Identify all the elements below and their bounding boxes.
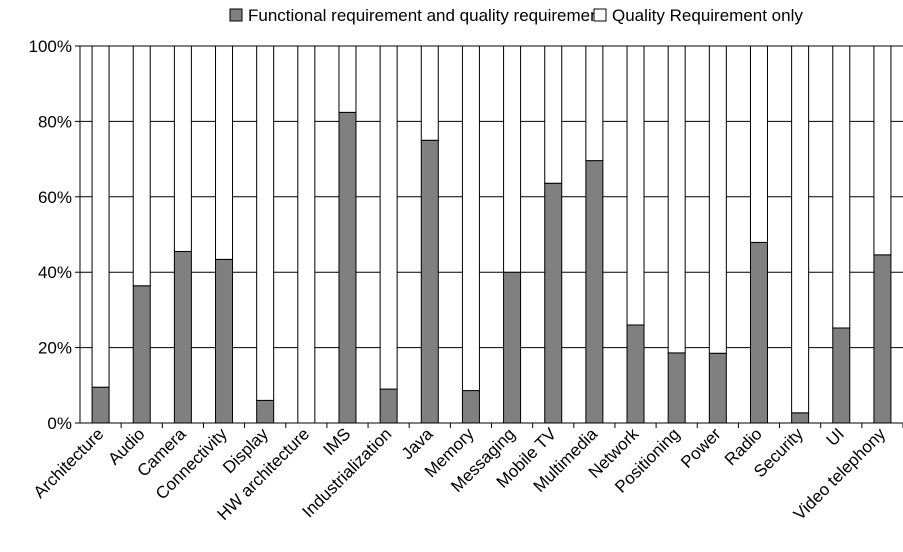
y-tick-label: 80%	[38, 112, 72, 131]
bars	[91, 45, 892, 424]
bar-segment-functional	[873, 254, 892, 424]
y-tick-label: 20%	[38, 339, 72, 358]
bar-segment-quality-only	[667, 45, 686, 354]
bar-segment-quality-only	[297, 45, 316, 424]
legend-swatch-functional	[229, 8, 243, 22]
bar-segment-quality-only	[420, 45, 439, 141]
gridlines	[80, 45, 903, 349]
bar-segment-quality-only	[626, 45, 645, 326]
bar-segment-quality-only	[791, 45, 810, 414]
legend-swatch-quality-only	[593, 8, 607, 22]
bar-segment-quality-only	[379, 45, 398, 390]
bar-segment-quality-only	[256, 45, 275, 401]
bar-segment-functional	[461, 390, 480, 424]
x-tick-label: IMS	[319, 424, 354, 459]
y-tick-label: 40%	[38, 263, 72, 282]
bar-segment-functional	[256, 399, 275, 424]
bar-segment-quality-only	[91, 45, 110, 388]
bar-segment-functional	[173, 250, 192, 424]
legend-label-functional: Functional requirement and quality requi…	[248, 6, 605, 25]
bar-segment-quality-only	[873, 45, 892, 256]
y-tick-label: 60%	[38, 188, 72, 207]
bar-segment-functional	[132, 285, 151, 424]
x-tick-label: UI	[823, 424, 848, 449]
bar-segment-functional	[503, 271, 522, 424]
bar-segment-functional	[832, 327, 851, 424]
y-tick-label: 0%	[47, 414, 72, 433]
bar-segment-functional	[708, 352, 727, 424]
bar-segment-quality-only	[503, 45, 522, 273]
bar-segment-functional	[667, 352, 686, 424]
bar-segment-functional	[420, 139, 439, 424]
y-axis: 0% 20% 40% 60% 80% 100%	[29, 37, 81, 433]
bar-segment-quality-only	[215, 45, 234, 260]
bar-segment-quality-only	[132, 45, 151, 287]
bar-segment-quality-only	[461, 45, 480, 392]
bar-segment-functional	[338, 111, 357, 424]
legend-label-quality-only: Quality Requirement only	[612, 6, 803, 25]
bar-segment-functional	[379, 388, 398, 424]
bar-segment-functional	[91, 386, 110, 424]
bar-segment-quality-only	[749, 45, 768, 243]
bar-segment-functional	[544, 182, 563, 424]
legend: Functional requirement and quality requi…	[229, 6, 803, 25]
bar-segment-functional	[585, 160, 604, 424]
bar-segment-functional	[791, 412, 810, 424]
bar-segment-functional	[749, 241, 768, 424]
y-tick-label: 100%	[29, 37, 72, 56]
bar-segment-quality-only	[585, 45, 604, 162]
bar-segment-functional	[626, 324, 645, 424]
bar-segment-functional	[215, 258, 234, 424]
bar-segment-quality-only	[544, 45, 563, 184]
bar-segment-quality-only	[832, 45, 851, 329]
x-axis: ArchitectureAudioCameraConnectivityDispl…	[30, 422, 903, 524]
bar-segment-quality-only	[338, 45, 357, 113]
x-tick-label: Architecture	[30, 424, 108, 502]
bar-segment-quality-only	[173, 45, 192, 252]
bar-segment-quality-only	[708, 45, 727, 354]
x-tick-label: Power	[677, 424, 725, 472]
